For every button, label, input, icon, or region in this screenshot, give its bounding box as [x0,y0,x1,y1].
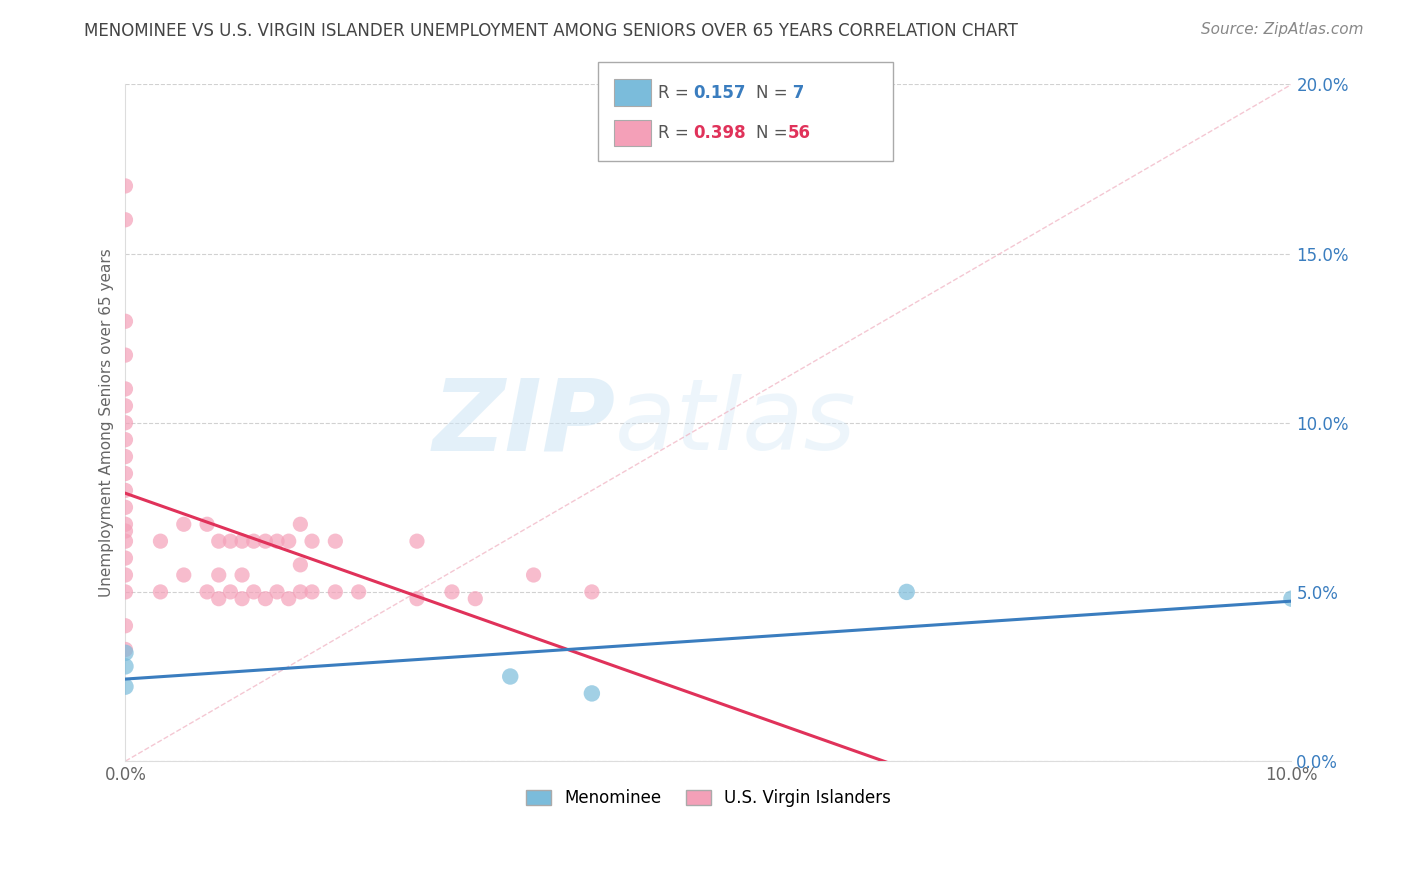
Text: 56: 56 [787,124,810,142]
Text: 0.398: 0.398 [693,124,745,142]
Point [325,534,347,549]
Point [347,585,370,599]
Text: ZIP: ZIP [432,375,616,471]
Point [440,585,463,599]
Point [896,585,918,599]
Point [173,568,195,582]
Text: 7: 7 [787,84,804,102]
Point [114,642,136,657]
Text: 0.157: 0.157 [693,84,745,102]
Y-axis label: Unemployment Among Seniors over 65 years: Unemployment Among Seniors over 65 years [100,248,114,597]
Point [231,568,253,582]
Point [242,534,264,549]
Point [406,591,429,606]
Point [290,585,312,599]
Point [114,534,136,549]
Text: MENOMINEE VS U.S. VIRGIN ISLANDER UNEMPLOYMENT AMONG SENIORS OVER 65 YEARS CORRE: MENOMINEE VS U.S. VIRGIN ISLANDER UNEMPL… [84,22,1018,40]
Point [114,450,136,464]
Point [581,585,603,599]
Point [114,680,136,694]
Point [114,500,136,515]
Legend: Menominee, U.S. Virgin Islanders: Menominee, U.S. Virgin Islanders [519,782,898,814]
Text: R =: R = [658,84,695,102]
Point [406,534,429,549]
Point [219,585,242,599]
Point [242,585,264,599]
Point [114,212,136,227]
Point [149,534,172,549]
Point [208,568,231,582]
Point [499,669,522,683]
Point [208,591,231,606]
Point [301,534,323,549]
Point [1281,591,1303,606]
Point [231,534,253,549]
Point [114,416,136,430]
Point [195,585,218,599]
Point [266,585,288,599]
Point [464,591,486,606]
Point [114,585,136,599]
Point [114,659,136,673]
Point [219,534,242,549]
Point [114,568,136,582]
Point [114,348,136,362]
Point [581,686,603,700]
Text: Source: ZipAtlas.com: Source: ZipAtlas.com [1201,22,1364,37]
Point [114,467,136,481]
Point [208,534,231,549]
Point [522,568,544,582]
Point [114,382,136,396]
Point [277,534,299,549]
Point [254,534,277,549]
Point [114,551,136,566]
Point [290,517,312,532]
Point [290,558,312,572]
Text: R =: R = [658,124,695,142]
Point [114,433,136,447]
Text: N =: N = [756,124,793,142]
Point [266,534,288,549]
Point [114,646,136,660]
Point [195,517,218,532]
Point [114,524,136,538]
Point [114,483,136,498]
Text: atlas: atlas [616,375,856,471]
Point [149,585,172,599]
Point [114,399,136,413]
Text: N =: N = [756,84,793,102]
Point [114,178,136,193]
Point [114,619,136,633]
Point [325,585,347,599]
Point [114,517,136,532]
Point [254,591,277,606]
Point [114,314,136,328]
Point [277,591,299,606]
Point [173,517,195,532]
Point [301,585,323,599]
Point [231,591,253,606]
